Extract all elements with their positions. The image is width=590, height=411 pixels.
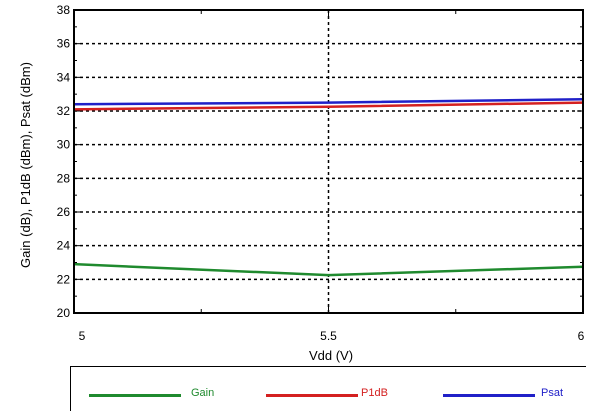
legend-swatch: [89, 394, 181, 397]
legend-item-gain: Gain: [71, 387, 586, 401]
legend-swatch: [266, 394, 358, 397]
legend-label: Gain: [191, 387, 215, 399]
series-line-psat: [73, 97, 584, 106]
y-tick-label: 24: [57, 239, 71, 253]
y-tick-label: 32: [57, 104, 71, 118]
legend: Gain P1dB Psat: [70, 366, 586, 411]
x-tick-label: 5: [79, 329, 86, 343]
legend-label: Psat: [541, 387, 564, 399]
x-tick-label: 6: [578, 329, 585, 343]
series-line-gain: [73, 262, 584, 277]
x-tick-label: 5.5: [320, 329, 337, 343]
y-tick-label: 26: [57, 205, 71, 219]
y-tick-label: 30: [57, 138, 71, 152]
grid-lines: [74, 10, 583, 313]
y-tick-label: 36: [57, 37, 71, 51]
y-axis-label: Gain (dB), P1dB (dBm), Psat (dBm): [18, 62, 33, 268]
legend-item-psat: Psat: [71, 387, 586, 401]
axis-ticks: [73, 9, 584, 314]
y-tick-label: 28: [57, 171, 71, 185]
series-line-p1db: [73, 101, 584, 111]
series-lines: [73, 97, 584, 277]
legend-item-p1db: P1dB: [71, 387, 586, 401]
legend-label: P1dB: [361, 387, 388, 399]
x-tick-labels: 5 5.5 6: [79, 329, 585, 343]
legend-swatch: [443, 394, 535, 397]
y-tick-label: 34: [57, 70, 71, 84]
y-tick-label: 20: [57, 306, 71, 320]
y-tick-label: 22: [57, 272, 71, 286]
y-tick-labels: 20 22 24 26 28 30 32 34 36 38: [57, 3, 71, 320]
x-axis-label: Vdd (V): [309, 348, 353, 363]
y-tick-label: 38: [57, 3, 71, 17]
